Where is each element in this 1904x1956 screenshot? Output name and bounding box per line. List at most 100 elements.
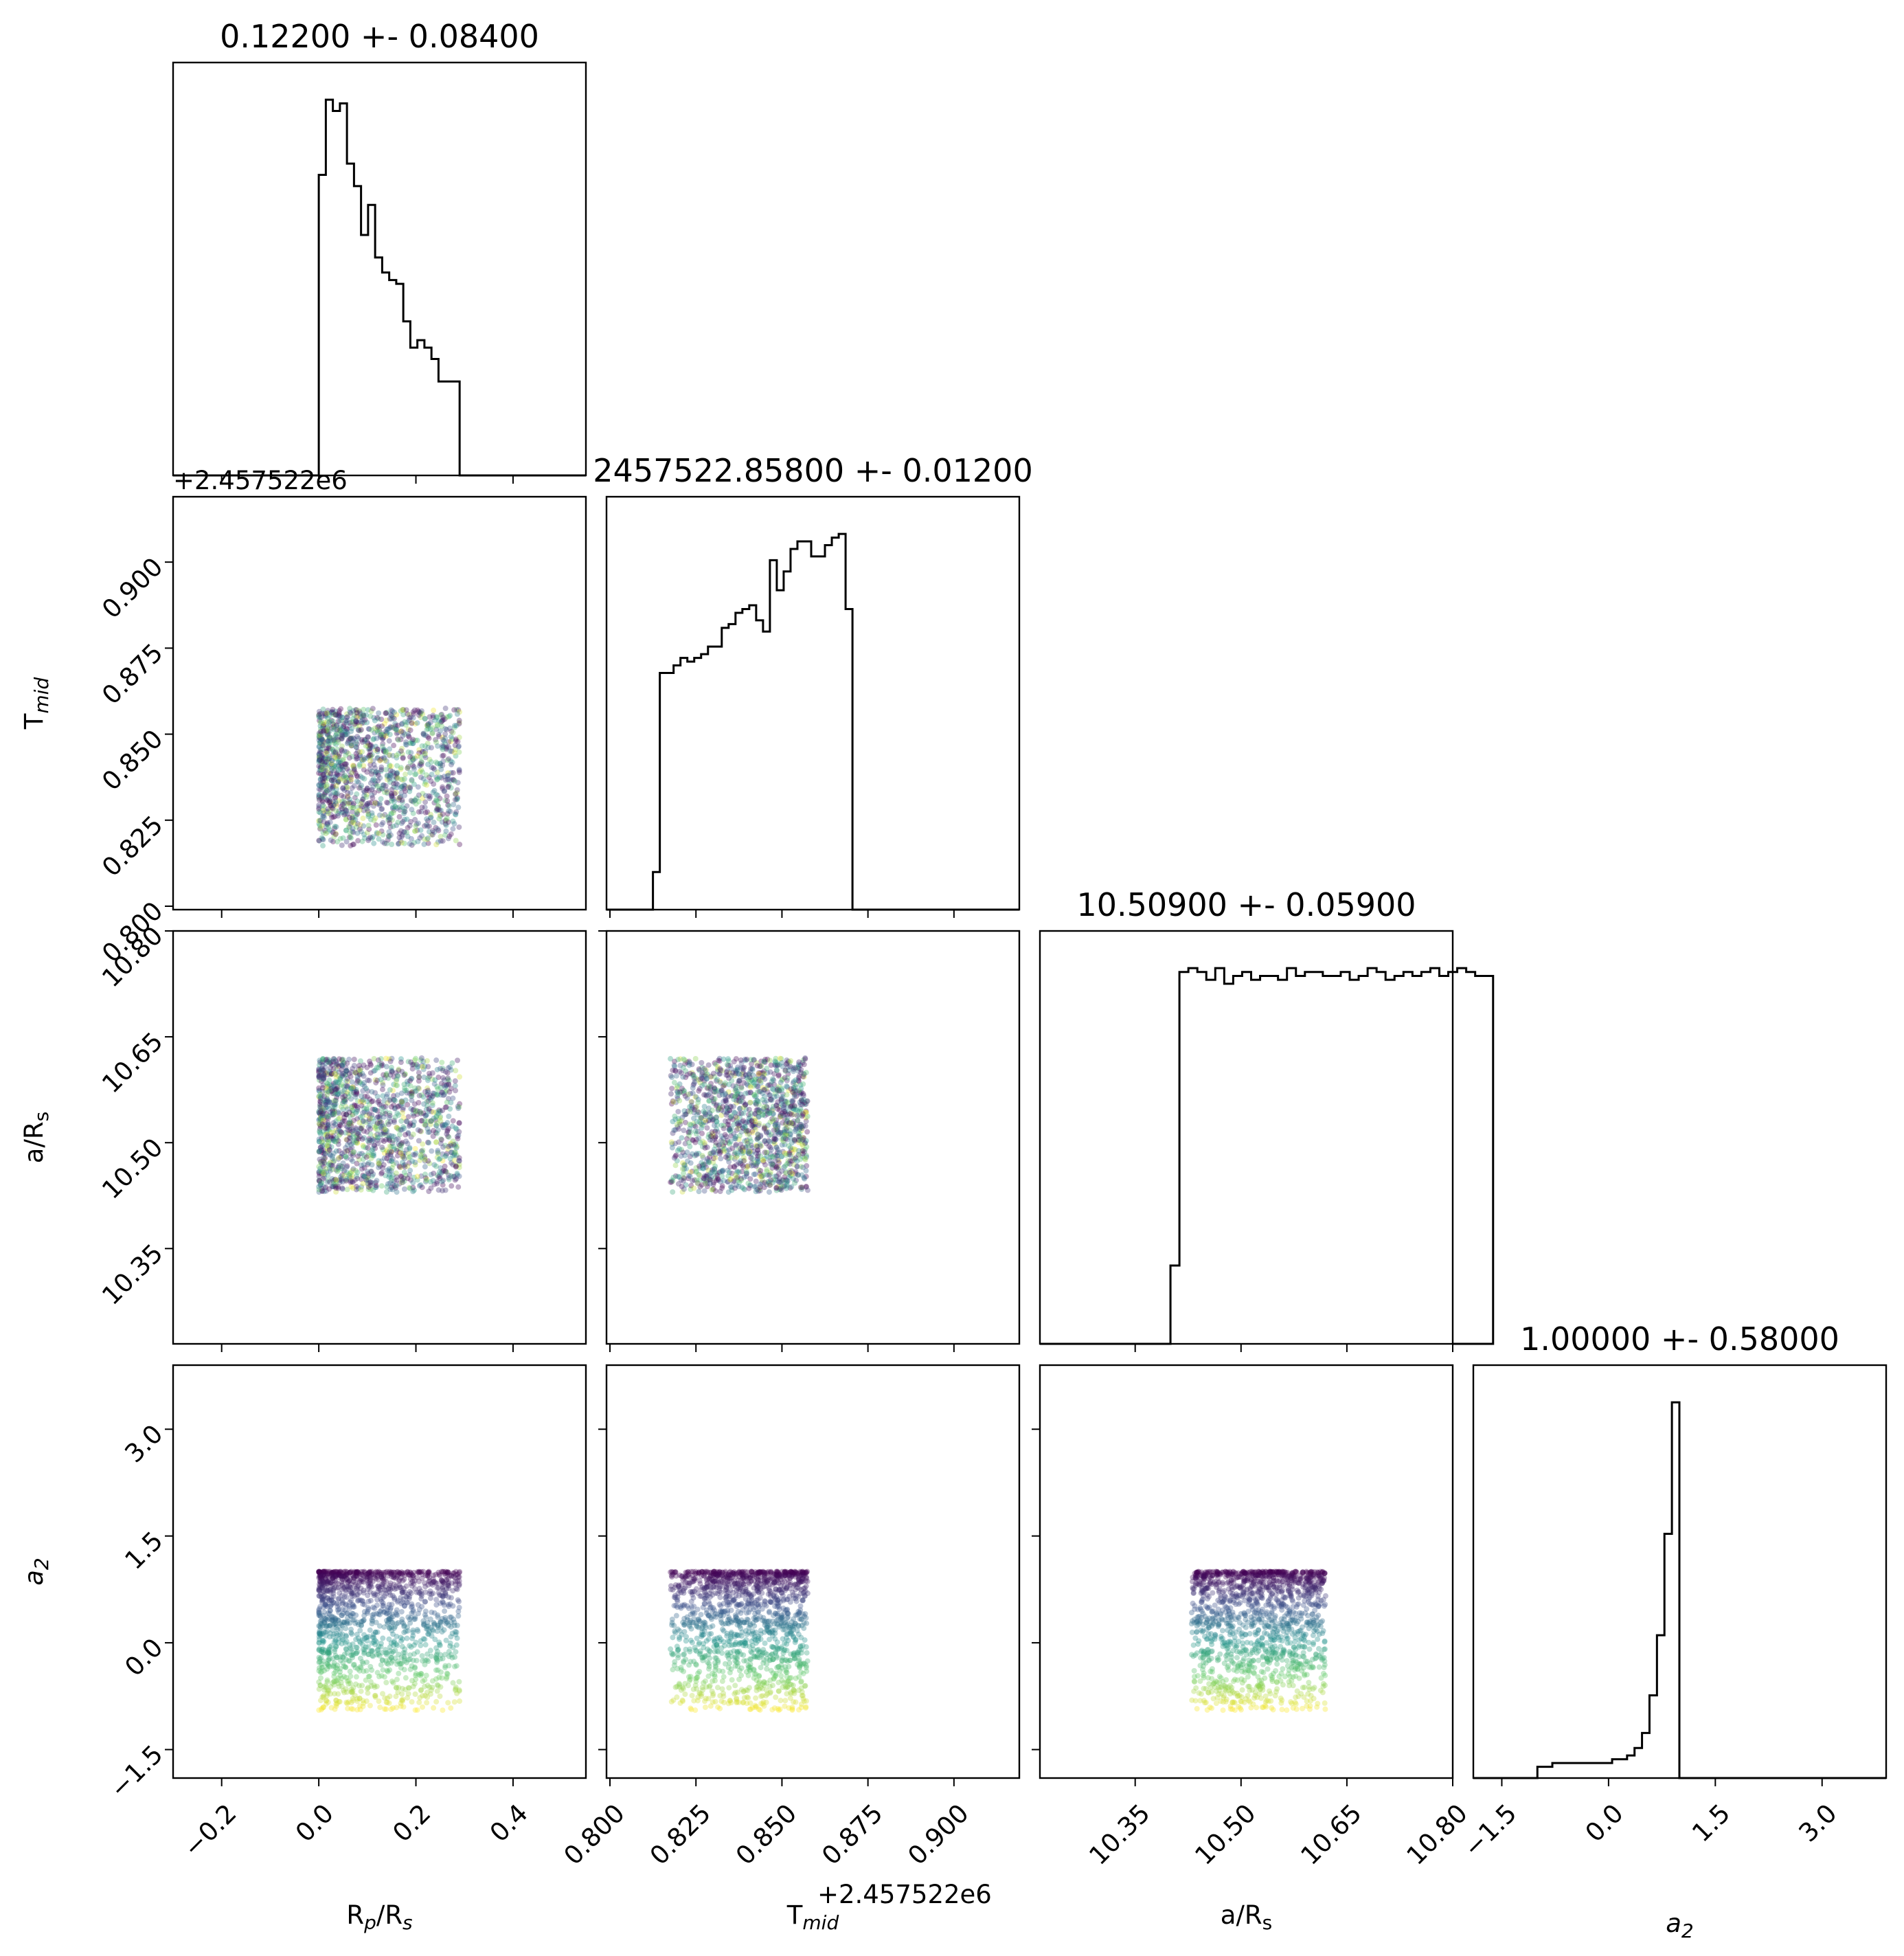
histogram-tmid <box>607 532 1019 911</box>
scatter-point <box>447 748 453 754</box>
scatter-point <box>317 765 324 771</box>
scatter-point <box>804 1129 811 1135</box>
scatter-point <box>379 1105 385 1112</box>
scatter-point <box>365 1674 372 1680</box>
scatter-point <box>690 1085 696 1091</box>
scatter-point <box>688 1129 694 1136</box>
scatter-point <box>373 781 379 787</box>
panel-rp-rp: 0.12200 +- 0.08400 <box>172 18 587 484</box>
scatter-point <box>380 782 386 788</box>
scatter-point <box>339 792 345 798</box>
scatter-point <box>402 719 408 725</box>
scatter-point <box>330 782 337 788</box>
scatter-point <box>389 842 395 848</box>
scatter-point <box>732 1136 738 1142</box>
scatter-point <box>369 835 375 842</box>
scatter-point <box>421 1101 427 1108</box>
scatter-point <box>367 743 374 750</box>
scatter-point <box>321 783 327 789</box>
scatter-point <box>802 1055 808 1061</box>
scatter-point <box>707 1180 713 1187</box>
scatter-point <box>418 1110 424 1116</box>
scatter-point <box>429 1100 435 1106</box>
scatter-point <box>343 1164 350 1170</box>
scatter-point <box>392 1114 398 1120</box>
scatter-point <box>390 809 396 816</box>
scatter-point <box>751 1079 757 1086</box>
scatter-point <box>319 753 325 759</box>
scatter-point <box>727 1138 734 1145</box>
scatter-point <box>416 1070 422 1076</box>
scatter-point <box>442 1092 448 1098</box>
scatter-point <box>429 772 435 778</box>
scatter-point <box>394 771 400 777</box>
scatter-point <box>329 757 335 763</box>
scatter-point <box>796 1059 802 1065</box>
scatter-point <box>376 728 383 734</box>
scatter-point <box>357 773 363 779</box>
scatter-point <box>701 1176 707 1182</box>
scatter-point <box>690 1090 696 1097</box>
scatter-point <box>387 1058 394 1064</box>
scatter-point <box>341 1118 348 1124</box>
scatter-point <box>391 743 397 749</box>
scatter-point <box>369 768 375 774</box>
scatter-point <box>419 833 425 839</box>
scatter-point <box>435 826 441 832</box>
scatter-point <box>391 784 397 790</box>
scatter-point <box>798 1121 804 1127</box>
scatter-point <box>799 1184 805 1191</box>
scatter-point <box>371 840 377 846</box>
scatter-point <box>438 766 444 772</box>
scatter-point <box>331 789 337 796</box>
scatter-point <box>344 766 350 772</box>
scatter-point <box>378 716 385 722</box>
scatter-point <box>316 770 322 776</box>
scatter-point <box>357 785 363 791</box>
scatter-point <box>424 722 431 728</box>
scatter-point <box>793 1127 799 1133</box>
scatter-point <box>361 719 367 726</box>
scatter-point <box>677 1098 683 1104</box>
scatter-point <box>369 727 375 733</box>
scatter-point <box>431 800 438 806</box>
scatter-point <box>764 1066 770 1072</box>
scatter-point <box>337 1590 343 1596</box>
scatter-point <box>413 795 420 801</box>
scatter-point <box>351 783 357 789</box>
scatter-point <box>727 1184 734 1190</box>
scatter-point <box>413 771 419 777</box>
scatter-point <box>445 802 451 808</box>
scatter-point <box>696 1172 703 1178</box>
scatter-point <box>445 772 451 778</box>
scatter-point <box>383 1055 389 1061</box>
y-tick-label: 10.35 <box>96 1238 168 1310</box>
scatter-point <box>316 730 322 737</box>
scatter-point <box>388 707 394 713</box>
scatter-point <box>455 1105 462 1112</box>
scatter-point <box>721 1056 727 1062</box>
scatter-point <box>669 1075 675 1081</box>
scatter-point <box>679 1184 685 1190</box>
scatter-point <box>403 742 409 748</box>
scatter-point <box>440 786 446 792</box>
scatter-point <box>431 781 437 787</box>
scatter-point <box>451 750 457 756</box>
scatter-point <box>379 723 385 729</box>
scatter-point <box>332 795 339 801</box>
scatter-point <box>341 800 348 806</box>
scatter-point <box>418 758 424 765</box>
scatter-point <box>369 752 375 758</box>
scatter-point <box>682 1093 688 1099</box>
scatter-point <box>394 770 400 776</box>
scatter-point <box>350 829 356 835</box>
scatter-point <box>354 741 361 747</box>
scatter-point <box>333 1177 339 1183</box>
scatter-point <box>444 1127 451 1133</box>
scatter-point <box>319 1121 326 1127</box>
scatter-point <box>330 838 336 844</box>
scatter-point <box>435 806 442 812</box>
scatter-point <box>726 1147 732 1153</box>
scatter-point <box>333 808 339 814</box>
scatter-point <box>427 726 433 732</box>
